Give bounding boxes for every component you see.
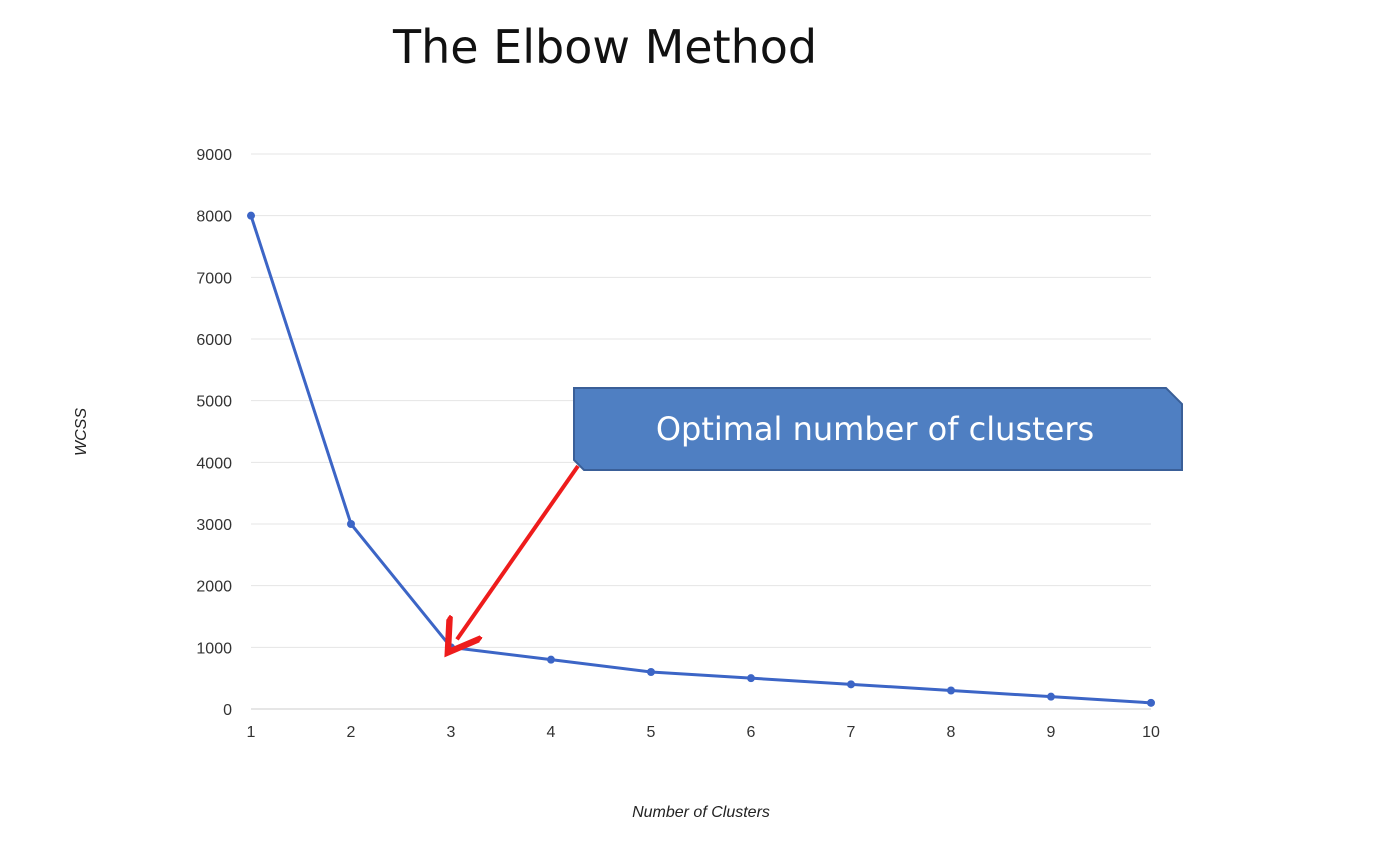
x-tick-label: 5 xyxy=(647,724,656,741)
data-point xyxy=(1147,698,1155,707)
callout-text: Optimal number of clusters xyxy=(656,410,1094,448)
x-tick-label: 2 xyxy=(347,724,356,741)
series-line xyxy=(249,215,1152,705)
y-axis-ticks: 0 1000 2000 3000 4000 5000 6000 7000 8000 9000 xyxy=(196,147,232,719)
x-tick-label: 10 xyxy=(1142,724,1160,741)
x-tick-label: 4 xyxy=(547,724,556,741)
x-axis-label: Number of Clusters xyxy=(632,804,770,821)
callout-box xyxy=(573,387,1183,471)
y-tick-label: 7000 xyxy=(196,270,232,287)
data-point xyxy=(947,686,955,695)
x-tick-label: 6 xyxy=(747,724,756,741)
x-tick-label: 1 xyxy=(247,724,256,741)
data-point xyxy=(1047,692,1055,701)
y-tick-label: 3000 xyxy=(196,517,232,534)
data-point xyxy=(447,643,455,652)
annotation-callout: Optimal number of clusters xyxy=(457,387,1183,639)
y-axis-label: WCSS xyxy=(73,408,90,456)
y-tick-label: 6000 xyxy=(196,332,232,349)
data-point xyxy=(747,674,755,683)
data-point xyxy=(847,680,855,689)
y-tick-label: 5000 xyxy=(196,394,232,411)
callout-arrow xyxy=(457,464,580,639)
data-point xyxy=(647,668,655,676)
data-point xyxy=(247,211,255,220)
x-tick-label: 8 xyxy=(947,724,956,741)
slide-title: The Elbow Method xyxy=(393,20,818,74)
y-tick-label: 8000 xyxy=(196,209,232,226)
x-tick-label: 9 xyxy=(1047,724,1056,741)
y-tick-label: 0 xyxy=(223,702,232,719)
y-tick-label: 4000 xyxy=(196,455,232,472)
y-tick-label: 2000 xyxy=(196,579,232,596)
x-axis-ticks: 1 2 3 4 5 6 7 8 9 10 xyxy=(247,724,1160,741)
y-tick-label: 9000 xyxy=(196,147,232,164)
data-point xyxy=(347,520,355,528)
data-point xyxy=(547,655,555,664)
x-tick-label: 7 xyxy=(847,724,856,741)
x-tick-label: 3 xyxy=(447,724,456,741)
y-tick-label: 1000 xyxy=(196,640,232,657)
